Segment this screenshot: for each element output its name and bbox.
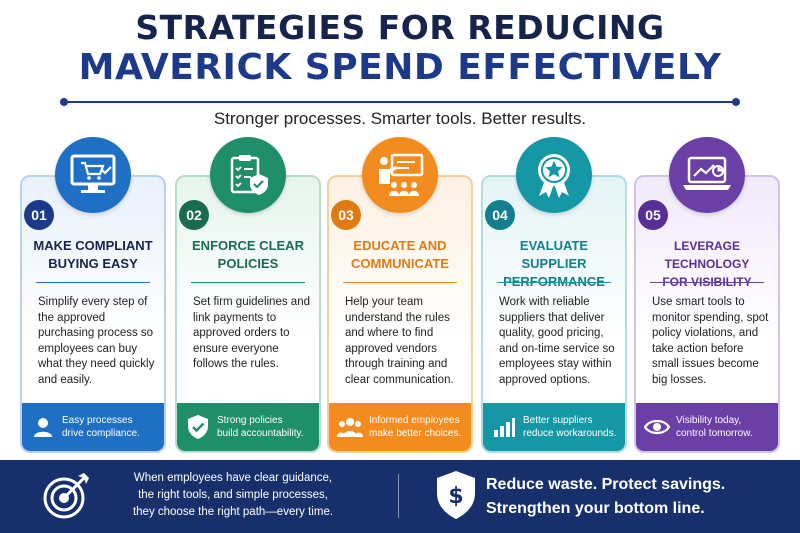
savings-line-1: Reduce waste. Protect savings.	[486, 476, 726, 493]
step-number-badge: 05	[638, 200, 668, 230]
laptop-chart-icon	[669, 137, 745, 213]
strategy-card-5: LEVERAGE TECHNOLOGY FOR VISIBILITY Use s…	[634, 175, 780, 453]
strategy-card-1: MAKE COMPLIANT BUYING EASY Simplify ever…	[20, 175, 166, 453]
card-footer: Better suppliers reduce workarounds.	[483, 403, 625, 451]
footer-line-2: control tomorrow.	[676, 428, 753, 439]
card-footer-text: Informed employees make better choices.	[369, 414, 461, 440]
step-number-badge: 03	[331, 200, 361, 230]
shopping-cart-monitor-icon	[55, 137, 131, 213]
card-title: ENFORCE CLEAR POLICIES	[183, 237, 313, 273]
card-footer: Visibility today, control tomorrow.	[636, 403, 778, 451]
card-divider	[343, 282, 457, 283]
step-number-badge: 01	[24, 200, 54, 230]
footer-line-1: Better suppliers	[523, 415, 593, 426]
card-divider	[497, 282, 611, 283]
shield-check-icon	[185, 414, 211, 440]
card-title: EDUCATE AND COMMUNICATE	[335, 237, 465, 273]
card-footer: Informed employees make better choices.	[329, 403, 471, 451]
card-title: MAKE COMPLIANT BUYING EASY	[28, 237, 158, 273]
title-line-2: MAVERICK SPEND EFFECTIVELY	[78, 47, 722, 88]
card-body: Work with reliable suppliers that delive…	[499, 296, 615, 386]
footer-line-2: reduce workarounds.	[523, 428, 617, 439]
step-number-badge: 04	[485, 200, 515, 230]
footer-line-2: build accountability.	[217, 428, 304, 439]
bar-chart-icon	[491, 414, 517, 440]
guidance-line-1: When employees have clear guidance,	[133, 472, 333, 484]
user-icon	[30, 414, 56, 440]
card-footer: Strong policies build accountability.	[177, 403, 319, 451]
card-divider	[36, 282, 150, 283]
subtitle: Stronger processes. Smarter tools. Bette…	[213, 109, 587, 128]
card-title-line-1: EVALUATE SUPPLIER	[519, 238, 589, 271]
card-title-line-2: COMMUNICATE	[351, 256, 449, 271]
footer-line-2: drive compliance.	[62, 428, 140, 439]
card-footer-text: Visibility today, control tomorrow.	[676, 414, 753, 440]
savings-message: Reduce waste. Protect savings. Strengthe…	[486, 473, 725, 521]
card-body: Help your team understand the rules and …	[345, 296, 454, 386]
card-body: Simplify every step of the approved purc…	[38, 296, 155, 386]
card-divider	[650, 282, 764, 283]
target-arrow-icon	[42, 472, 90, 525]
guidance-line-3: they choose the right path—every time.	[132, 506, 334, 518]
eye-icon	[644, 414, 670, 440]
card-body: Use smart tools to monitor spending, spo…	[652, 296, 769, 386]
card-title-line-2: POLICIES	[217, 256, 279, 271]
card-footer-text: Better suppliers reduce workarounds.	[523, 414, 616, 440]
card-footer: Easy processes drive compliance.	[22, 403, 164, 451]
clipboard-shield-icon	[210, 137, 286, 213]
card-title: LEVERAGE TECHNOLOGY FOR VISIBILITY	[642, 237, 772, 291]
card-title-line-2: BUYING EASY	[48, 256, 138, 271]
card-divider	[191, 282, 305, 283]
card-footer-text: Strong policies build accountability.	[217, 414, 304, 440]
title-line-1: STRATEGIES FOR REDUCING	[135, 8, 665, 47]
footer-line-1: Strong policies	[217, 415, 283, 426]
card-title-line-1: LEVERAGE TECHNOLOGY	[664, 239, 750, 271]
group-icon	[337, 414, 363, 440]
guidance-line-2: the right tools, and simple processes,	[138, 489, 328, 501]
savings-line-2: Strengthen your bottom line.	[486, 500, 705, 517]
strategy-card-4: EVALUATE SUPPLIER PERFORMANCE Work with …	[481, 175, 627, 453]
presentation-board-icon	[362, 137, 438, 213]
footer-line-2: make better choices.	[369, 428, 462, 439]
card-title-line-2: PERFORMANCE	[503, 274, 605, 289]
card-title: EVALUATE SUPPLIER PERFORMANCE	[489, 237, 619, 291]
award-ribbon-icon	[516, 137, 592, 213]
footer-line-1: Informed employees	[369, 415, 460, 426]
shield-dollar-icon: $	[434, 469, 478, 526]
banner-divider	[398, 474, 399, 518]
card-title-line-1: MAKE COMPLIANT	[33, 238, 153, 253]
title-divider	[60, 98, 740, 106]
card-title-line-1: EDUCATE AND	[353, 238, 447, 253]
card-footer-text: Easy processes drive compliance.	[62, 414, 140, 440]
footer-line-1: Easy processes	[62, 415, 133, 426]
card-body: Set firm guidelines and link payments to…	[193, 296, 310, 370]
footer-line-1: Visibility today,	[676, 415, 742, 426]
step-number-badge: 02	[179, 200, 209, 230]
card-title-line-1: ENFORCE CLEAR	[192, 238, 304, 253]
bottom-banner: When employees have clear guidance, the …	[0, 460, 800, 533]
guidance-message: When employees have clear guidance, the …	[98, 470, 368, 521]
svg-text:$: $	[448, 484, 463, 509]
